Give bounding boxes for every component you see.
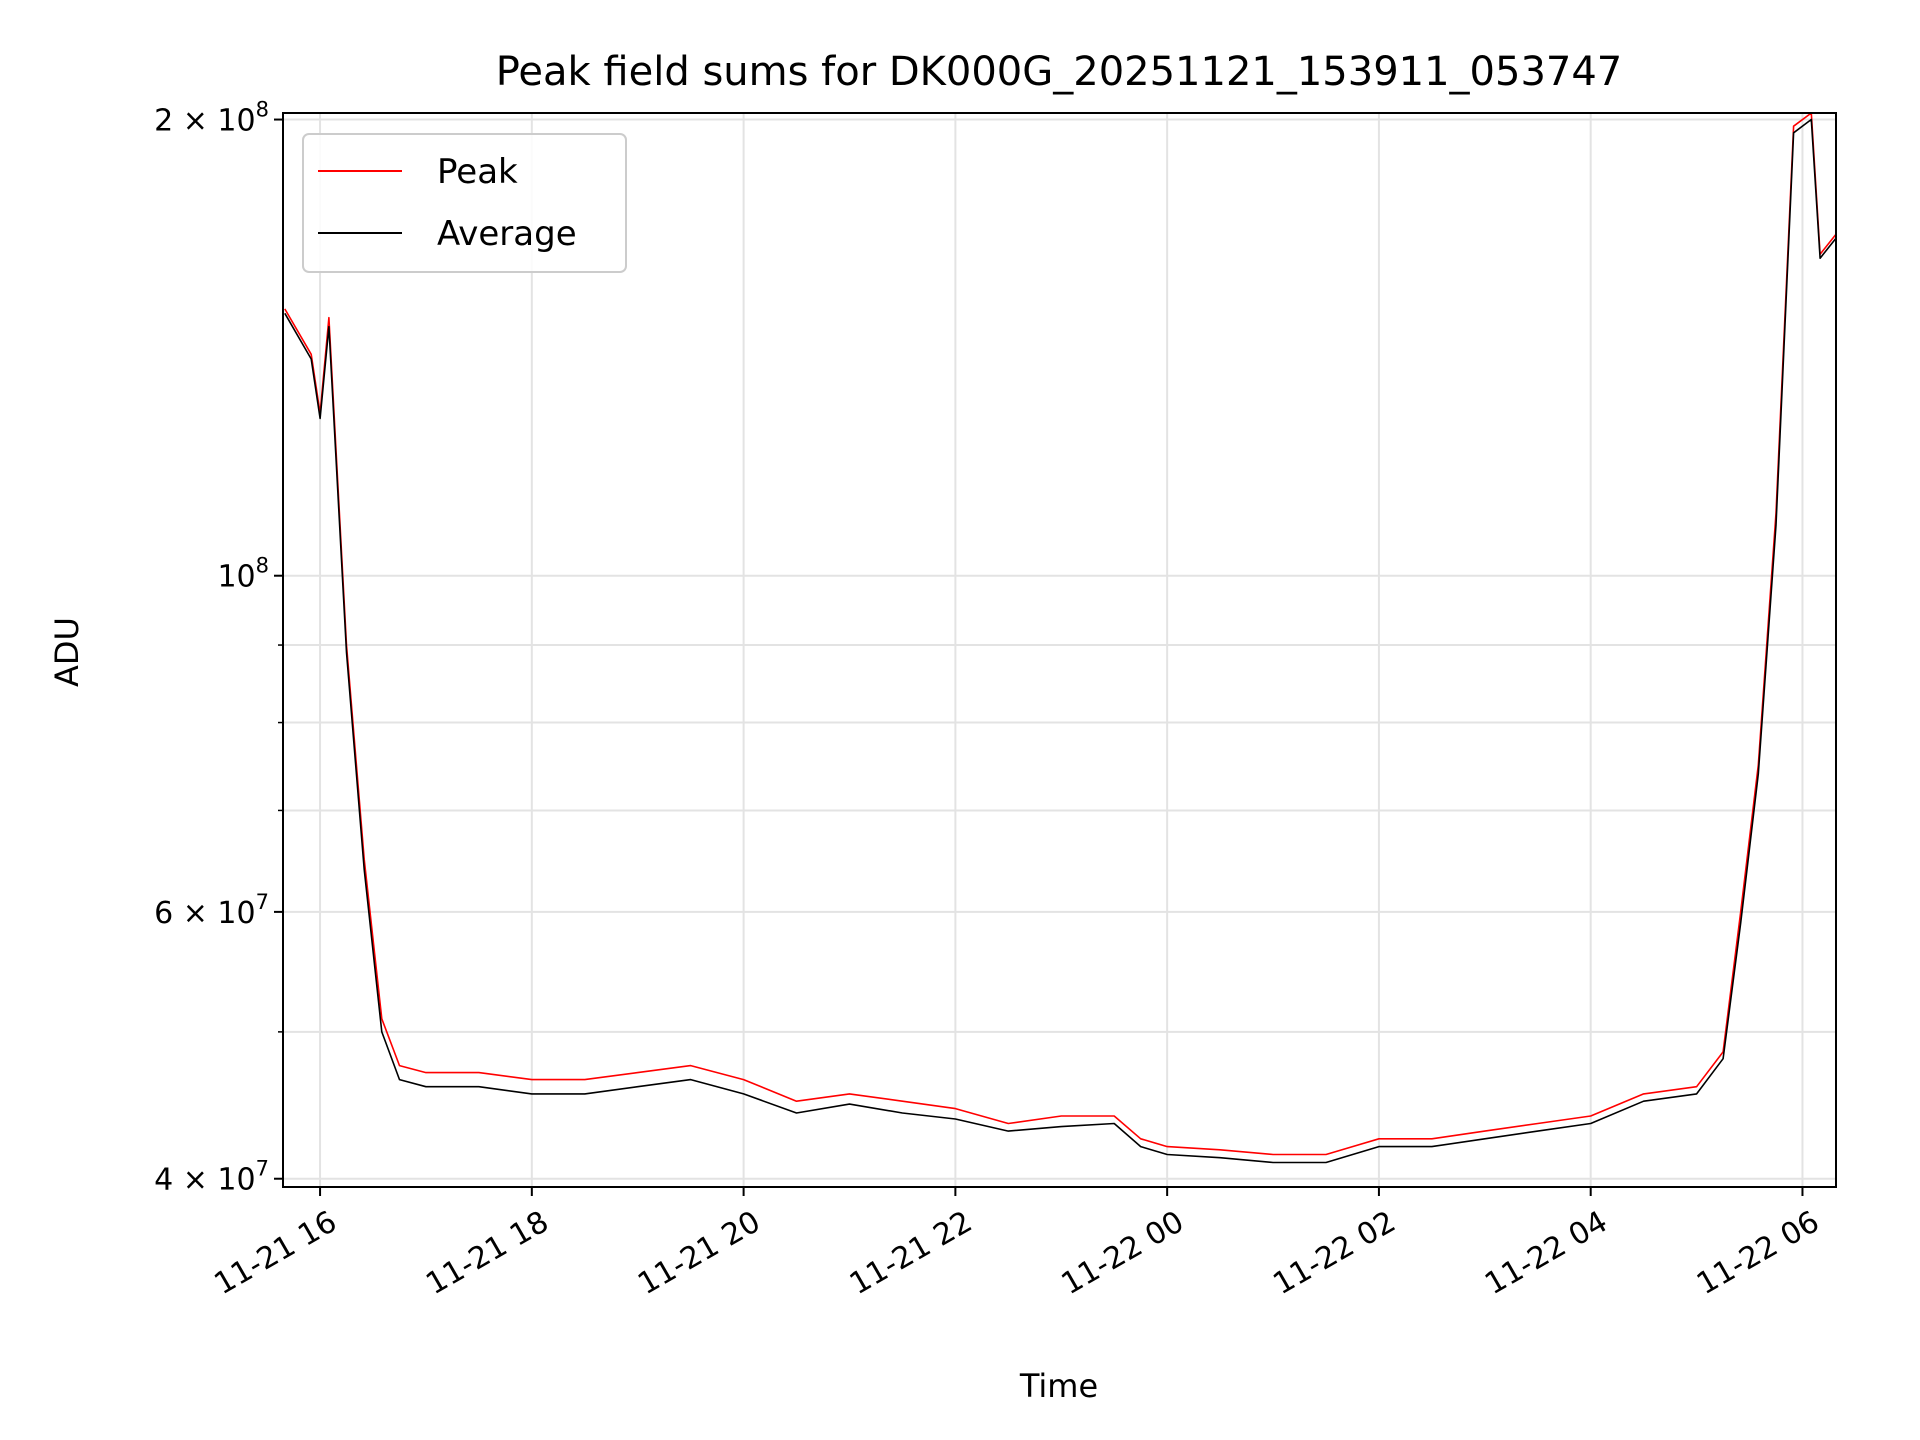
series-line-average [284, 118, 1837, 1164]
series-layer [284, 112, 1837, 1164]
y-tick-label: 4 × 107 [154, 1157, 269, 1198]
y-tick-label: 6 × 107 [154, 890, 269, 931]
legend-average-label: Average [437, 214, 577, 254]
legend: Peak Average [302, 133, 627, 273]
grid [283, 113, 1836, 1187]
y-tick-label: 2 × 108 [154, 98, 269, 139]
legend-box [302, 133, 627, 273]
series-line-peak [284, 112, 1837, 1156]
chart-title: Peak field sums for DK000G_20251121_1539… [496, 49, 1623, 95]
x-axis-title: Time [1019, 1367, 1098, 1405]
y-axis-title: ADU [48, 617, 86, 687]
legend-peak-label: Peak [437, 152, 518, 192]
plot-frame [282, 112, 1837, 1188]
